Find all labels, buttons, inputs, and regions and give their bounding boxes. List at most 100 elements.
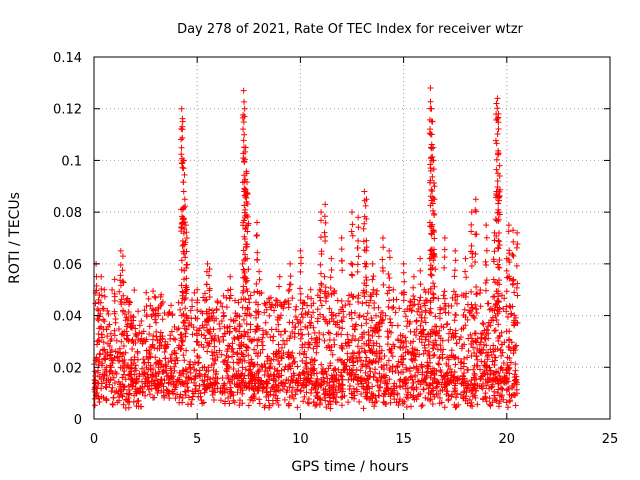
data-point xyxy=(270,392,277,399)
data-point xyxy=(473,290,480,297)
data-point xyxy=(296,371,303,378)
data-point xyxy=(430,166,437,173)
data-point xyxy=(275,382,282,389)
data-point xyxy=(180,214,187,221)
data-point xyxy=(435,360,442,367)
data-point xyxy=(145,374,152,381)
data-point xyxy=(400,355,407,362)
data-point xyxy=(413,386,420,393)
data-point xyxy=(452,291,459,298)
data-point xyxy=(332,366,339,373)
data-point xyxy=(368,293,375,300)
data-point xyxy=(270,333,277,340)
data-point xyxy=(452,361,459,368)
data-point xyxy=(314,339,321,346)
data-point xyxy=(107,330,114,337)
data-point xyxy=(389,322,396,329)
data-point xyxy=(145,366,152,373)
data-point xyxy=(178,342,185,349)
data-point xyxy=(122,405,129,412)
data-point xyxy=(95,337,102,344)
data-point xyxy=(386,297,393,304)
data-point xyxy=(204,327,211,334)
data-point xyxy=(306,319,313,326)
data-point xyxy=(471,349,478,356)
data-point xyxy=(230,397,237,404)
data-point xyxy=(380,399,387,406)
data-point xyxy=(495,337,502,344)
data-point xyxy=(291,324,298,331)
data-point xyxy=(241,202,248,209)
data-point xyxy=(506,370,513,377)
data-point xyxy=(121,383,128,390)
data-point xyxy=(400,260,407,267)
data-point xyxy=(417,294,424,301)
data-point xyxy=(134,350,141,357)
data-point xyxy=(297,268,304,275)
data-point xyxy=(158,341,165,348)
data-point xyxy=(164,387,171,394)
data-point xyxy=(185,374,192,381)
data-point xyxy=(310,324,317,331)
data-point xyxy=(339,267,346,274)
data-point xyxy=(466,396,473,403)
data-point xyxy=(395,358,402,365)
data-point xyxy=(461,341,468,348)
data-point xyxy=(282,380,289,387)
data-point xyxy=(91,402,98,409)
data-point xyxy=(486,376,493,383)
data-point xyxy=(131,354,138,361)
data-point xyxy=(437,342,444,349)
data-point xyxy=(250,393,257,400)
data-point xyxy=(245,402,252,409)
data-point xyxy=(314,306,321,313)
data-point xyxy=(262,319,269,326)
data-point xyxy=(363,340,370,347)
data-point xyxy=(431,196,438,203)
data-point xyxy=(441,295,448,302)
data-point xyxy=(299,314,306,321)
data-point xyxy=(224,323,231,330)
data-point xyxy=(462,255,469,262)
data-point xyxy=(386,254,393,261)
data-point xyxy=(427,305,434,312)
data-point xyxy=(389,353,396,360)
data-point xyxy=(506,344,513,351)
data-point xyxy=(139,388,146,395)
grid xyxy=(94,57,610,419)
data-point xyxy=(179,379,186,386)
data-point xyxy=(275,373,282,380)
data-point xyxy=(286,362,293,369)
data-point xyxy=(240,287,247,294)
data-point xyxy=(487,367,494,374)
data-point xyxy=(355,253,362,260)
data-point xyxy=(152,294,159,301)
data-point xyxy=(363,354,370,361)
data-point xyxy=(384,380,391,387)
data-point xyxy=(200,294,207,301)
data-point xyxy=(231,325,238,332)
data-point xyxy=(512,402,519,409)
data-point xyxy=(472,330,479,337)
data-point xyxy=(189,331,196,338)
data-point xyxy=(427,98,434,105)
data-point xyxy=(294,316,301,323)
data-point xyxy=(513,342,520,349)
data-point xyxy=(110,394,117,401)
data-point xyxy=(250,361,257,368)
data-point xyxy=(349,294,356,301)
data-point xyxy=(403,364,410,371)
data-point xyxy=(485,349,492,356)
data-point xyxy=(161,392,168,399)
data-point xyxy=(349,261,356,268)
data-point xyxy=(183,235,190,241)
data-point xyxy=(143,289,150,296)
data-point xyxy=(355,214,362,221)
data-point xyxy=(150,288,157,295)
data-point xyxy=(495,400,502,407)
axis-ticks: 0 5 10 15 20 25 0 0.02 0.04 0.06 0.08 0.1 0.12 0.14 xyxy=(53,51,618,447)
data-point xyxy=(232,310,239,317)
data-point xyxy=(145,295,152,302)
data-point xyxy=(205,368,212,375)
data-point xyxy=(309,381,316,388)
